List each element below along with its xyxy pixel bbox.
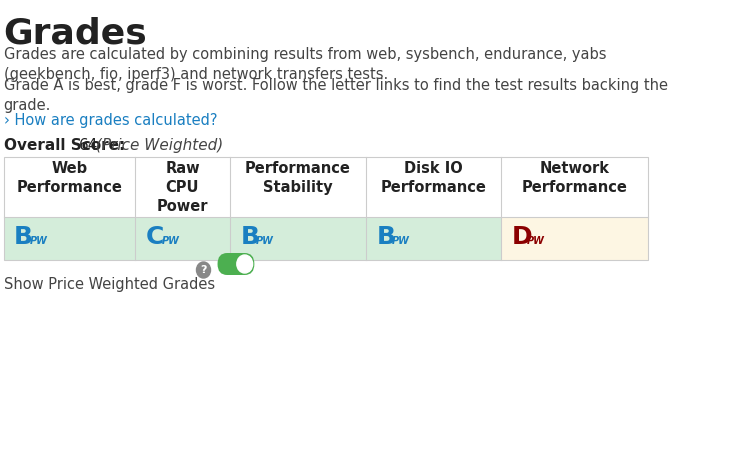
Text: B: B xyxy=(14,225,33,248)
Bar xyxy=(230,217,366,260)
Text: Show Price Weighted Grades: Show Price Weighted Grades xyxy=(4,277,215,292)
Text: Grade A is best, grade F is worst. Follow the letter links to find the test resu: Grade A is best, grade F is worst. Follo… xyxy=(4,78,667,113)
Text: PW: PW xyxy=(528,235,545,246)
FancyBboxPatch shape xyxy=(218,253,254,275)
Text: Disk IO
Performance: Disk IO Performance xyxy=(380,161,486,195)
Text: B: B xyxy=(240,225,259,248)
Circle shape xyxy=(237,255,253,273)
Text: PW: PW xyxy=(256,235,274,246)
Text: C: C xyxy=(146,225,164,248)
Text: › How are grades calculated?: › How are grades calculated? xyxy=(4,113,217,128)
Text: ?: ? xyxy=(201,265,207,275)
Text: (Price Weighted): (Price Weighted) xyxy=(91,138,224,153)
Text: Grades: Grades xyxy=(4,17,147,51)
Bar xyxy=(4,157,648,217)
Text: PW: PW xyxy=(30,235,48,246)
Bar xyxy=(4,217,135,260)
Text: Performance
Stability: Performance Stability xyxy=(245,161,351,195)
Circle shape xyxy=(196,262,210,278)
Text: Network
Performance: Network Performance xyxy=(522,161,628,195)
Text: Overall Score:: Overall Score: xyxy=(4,138,125,153)
Text: Grades are calculated by combining results from web, sysbench, endurance, yabs
(: Grades are calculated by combining resul… xyxy=(4,47,606,82)
Text: 64: 64 xyxy=(79,138,98,153)
Text: D: D xyxy=(511,225,532,248)
Bar xyxy=(4,157,648,260)
Text: PW: PW xyxy=(161,235,179,246)
Text: PW: PW xyxy=(392,235,410,246)
Text: B: B xyxy=(376,225,395,248)
Bar xyxy=(366,217,501,260)
Text: Web
Performance: Web Performance xyxy=(16,161,123,195)
Bar xyxy=(135,217,230,260)
Bar xyxy=(501,217,648,260)
Text: Raw
CPU
Power: Raw CPU Power xyxy=(157,161,208,214)
